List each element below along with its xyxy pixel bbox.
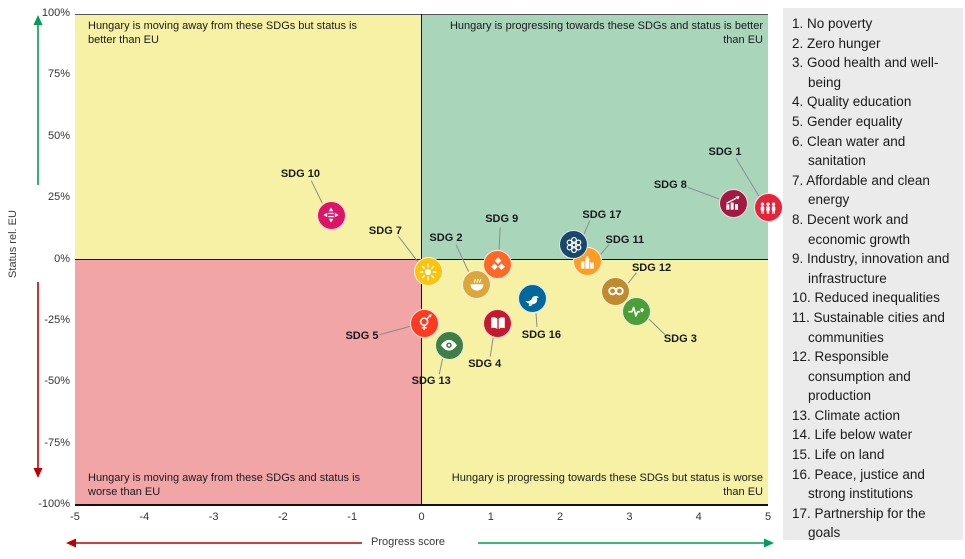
x-tick--2: -2 — [278, 511, 288, 523]
y-tick--50%: -50% — [44, 375, 70, 388]
progress-positive-arrow-head — [764, 538, 774, 548]
legend-item-sdg-3: 3. Good health and well-being — [792, 55, 939, 90]
legend-item-sdg-11: 11. Sustainable cities and communities — [792, 309, 945, 345]
progress-negative-arrow-head — [66, 538, 76, 548]
quadrant-note-top-left: Hungary is moving away from these SDGs b… — [88, 20, 357, 47]
quadrant-note-bottom-right: Hungary is progressing towards these SDG… — [451, 472, 763, 499]
sdg-legend-list: 1. No poverty 2. Zero hunger 3. Good healt… — [792, 14, 959, 543]
sdg-3-marker — [621, 296, 651, 326]
legend-item-sdg-2: 2. Zero hunger — [792, 35, 881, 51]
book-icon — [490, 317, 505, 330]
sdg-8-label: SDG 8 — [653, 179, 687, 192]
status-worsening-arrow-head — [33, 468, 43, 478]
sdg-11-marker — [573, 247, 603, 277]
family-icon — [760, 202, 776, 214]
sdg-9-label: SDG 9 — [485, 213, 519, 226]
bowl-icon — [470, 278, 484, 291]
legend-item-sdg-12: 12. Responsible consumption and producti… — [792, 349, 911, 404]
legend-item-sdg-17: 17. Partnership for the goals — [792, 505, 926, 541]
quadrant-top-left — [75, 14, 422, 260]
x-tick-5: 5 — [764, 511, 772, 523]
x-axis-title: Progress score — [371, 535, 445, 548]
sdg-3-label: SDG 3 — [663, 333, 697, 346]
quadrant-bottom-left — [75, 259, 422, 505]
sdg-12-marker — [601, 276, 631, 306]
y-tick-25%: 25% — [47, 191, 70, 204]
sdg-7-label: SDG 7 — [368, 224, 402, 237]
quadrant-note-bottom-left: Hungary is moving away from these SDGs a… — [88, 472, 361, 499]
sdg-13-label: SDG 13 — [411, 375, 451, 388]
legend-item-sdg-16: 16. Peace, justice and strong institutio… — [792, 466, 925, 502]
sdg-1-marker — [753, 193, 783, 223]
legend-item-sdg-9: 9. Industry, innovation and infrastructu… — [792, 251, 950, 286]
quadrant-top-right — [421, 14, 768, 260]
pulse-heart-icon — [628, 306, 645, 317]
sdg-4-marker — [483, 308, 513, 338]
sdg-16-label: SDG 16 — [521, 328, 561, 341]
y-tick--75%: -75% — [44, 436, 70, 449]
gender-icon — [419, 314, 432, 331]
sdg-13-marker — [434, 330, 464, 360]
wheel-icon — [566, 236, 582, 253]
y-tick--100%: -100% — [38, 498, 70, 510]
legend-item-sdg-10: 10. Reduced inequalities — [792, 290, 940, 306]
sdg-9-marker — [483, 249, 513, 279]
sdg-10-marker — [316, 200, 346, 230]
legend-item-sdg-13: 13. Climate action — [792, 407, 901, 423]
sdg-11-label: SDG 11 — [605, 233, 645, 246]
y-tick-75%: 75% — [47, 68, 70, 81]
eye-icon — [441, 340, 458, 351]
sdg-17-label: SDG 17 — [582, 208, 622, 221]
x-tick-0: 0 — [418, 511, 425, 523]
sdg-12-label: SDG 12 — [631, 262, 672, 275]
y-tick-100%: 100% — [41, 7, 70, 19]
sdg-5-marker — [410, 308, 440, 338]
sdg-16-marker — [517, 284, 547, 314]
sdg-legend-panel: 1. No poverty 2. Zero hunger 3. Good healt… — [783, 8, 963, 540]
dove-icon — [525, 295, 540, 306]
sdg-2-label: SDG 2 — [429, 232, 463, 245]
infinity-icon — [607, 287, 624, 296]
legend-item-sdg-5: 5. Gender equality — [792, 113, 903, 129]
city-icon — [580, 256, 594, 269]
equality-icon — [323, 207, 339, 223]
sdg-10-label: SDG 10 — [280, 168, 320, 181]
x-tick--3: -3 — [208, 511, 219, 523]
legend-item-sdg-14: 14. Life below water — [792, 427, 913, 443]
legend-item-sdg-15: 15. Life on land — [792, 447, 885, 463]
x-axis-line — [75, 503, 768, 506]
quadrant-bottom-right — [421, 259, 768, 505]
x-tick-1: 1 — [487, 511, 494, 523]
cubes-icon — [490, 257, 505, 271]
sdg-17-marker — [559, 230, 589, 260]
growth-chart-icon — [726, 195, 740, 210]
legend-item-sdg-6: 6. Clean water and sanitation — [792, 133, 906, 169]
legend-item-sdg-1: 1. No poverty — [792, 16, 873, 31]
quadrant-note-top-right: Hungary is progressing towards these SDG… — [449, 20, 763, 47]
x-tick-3: 3 — [626, 511, 633, 523]
y-tick--25%: -25% — [44, 313, 70, 326]
y-tick-0%: 0% — [54, 252, 70, 265]
sdg-1-label: SDG 1 — [708, 145, 742, 158]
legend-item-sdg-4: 4. Quality education — [792, 94, 912, 110]
sun-icon — [419, 263, 437, 281]
legend-item-sdg-7: 7. Affordable and clean energy — [792, 172, 930, 208]
sdg-7-marker — [413, 257, 443, 287]
x-tick--1: -1 — [347, 511, 358, 523]
x-tick--5: -5 — [70, 511, 80, 523]
x-tick--4: -4 — [139, 511, 150, 523]
y-tick-50%: 50% — [47, 129, 70, 142]
sdg-8-marker — [718, 188, 748, 218]
sdg-4-label: SDG 4 — [468, 358, 502, 371]
x-tick-4: 4 — [695, 511, 702, 523]
sdg-5-label: SDG 5 — [345, 330, 379, 343]
x-tick-2: 2 — [557, 511, 564, 523]
legend-item-sdg-8: 8. Decent work and economic growth — [792, 211, 911, 247]
